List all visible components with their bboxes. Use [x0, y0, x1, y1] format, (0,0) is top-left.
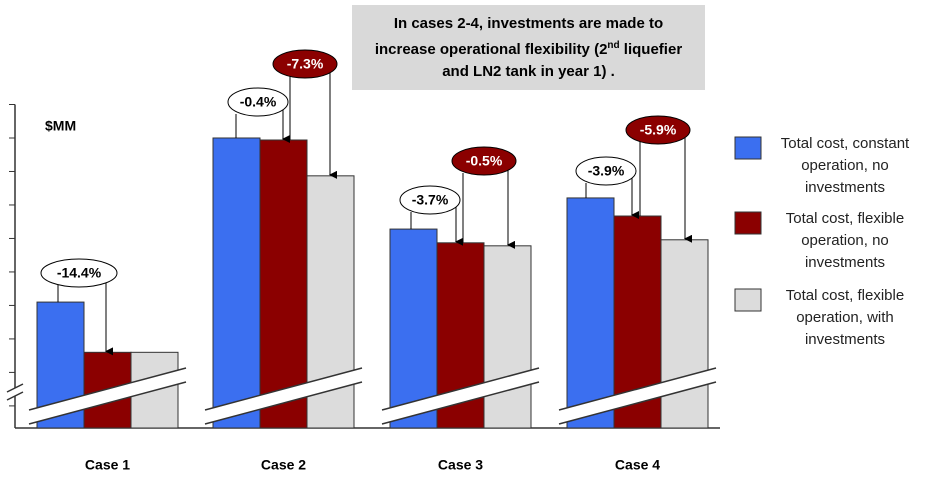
annotation-bubble — [451, 146, 517, 176]
annotation-label: -5.9% — [640, 122, 677, 138]
y-break — [7, 388, 23, 396]
bar — [660, 239, 709, 429]
legend-label: Total cost, flexible operation, no inves… — [785, 210, 905, 271]
x-tick-label: Case 2 — [261, 457, 306, 473]
x-tick-label: Case 4 — [615, 457, 660, 473]
legend-label: Total cost, flexible operation, with inv… — [785, 287, 905, 348]
axis-break — [559, 368, 716, 424]
annotation-bubble — [625, 115, 691, 145]
annotation-bubble — [272, 49, 338, 79]
legend-swatch — [734, 211, 762, 235]
annotation-label: -14.4% — [57, 265, 102, 281]
bar — [566, 197, 615, 429]
annotation-bubble — [227, 87, 289, 117]
break-line — [381, 367, 540, 411]
legend-swatch — [734, 288, 762, 312]
break-line — [558, 381, 717, 425]
axis-break — [382, 368, 539, 424]
break-line — [204, 381, 363, 425]
bar — [483, 245, 532, 429]
note: In cases 2-4, investments are made to in… — [352, 5, 705, 90]
break-line — [204, 367, 363, 411]
bar — [259, 139, 308, 429]
legend-swatch — [734, 136, 762, 160]
annotation-label: -0.4% — [240, 94, 277, 110]
bar — [212, 137, 261, 429]
break-line — [6, 383, 24, 393]
note-text: In cases 2-4, investments are made to in… — [362, 13, 695, 83]
break-line — [28, 381, 187, 425]
bar — [389, 228, 438, 429]
x-tick-label: Case 1 — [85, 457, 130, 473]
annotation-label: -3.9% — [588, 163, 625, 179]
break-line — [558, 367, 717, 411]
annotation-label: -3.7% — [412, 192, 449, 208]
break-line — [28, 367, 187, 411]
note-part: In cases 2-4, investments are made to in… — [374, 14, 664, 58]
axis-break — [205, 368, 362, 424]
break-line — [381, 381, 540, 425]
note-sup: nd — [607, 39, 620, 51]
break-line — [6, 391, 24, 401]
legend-label: Total cost, constant operation, no inves… — [780, 135, 910, 196]
axis-break — [29, 368, 186, 424]
annotation-bubble — [575, 156, 637, 186]
annotation-bubble — [399, 185, 461, 215]
annotation-bubble — [40, 258, 118, 288]
x-tick-label: Case 3 — [438, 457, 483, 473]
note-part: liquefier and LN2 tank in year 1) . — [442, 40, 683, 80]
annotation-label: -7.3% — [287, 56, 324, 72]
y-axis-label: $MM — [45, 118, 76, 134]
annotation-label: -0.5% — [466, 153, 503, 169]
